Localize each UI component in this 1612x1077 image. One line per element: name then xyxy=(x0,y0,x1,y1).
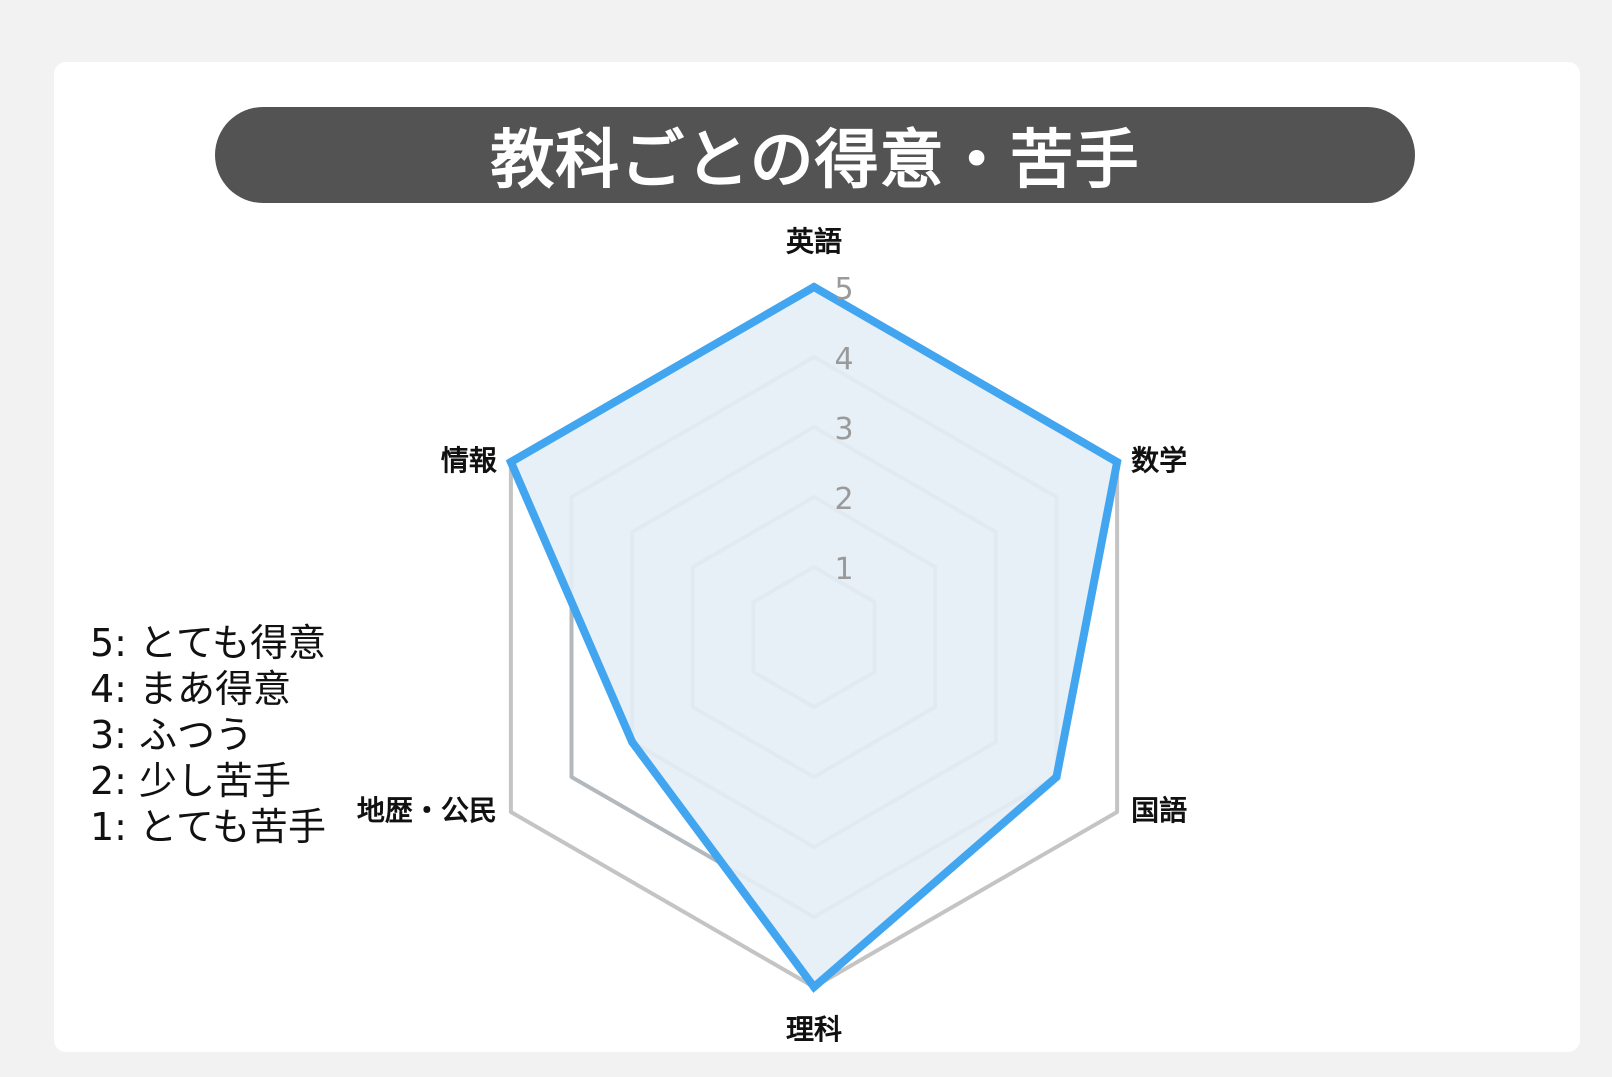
series-point-2 xyxy=(1052,773,1061,781)
legend-item-3: 3: ふつう xyxy=(90,713,254,757)
legend: 5: とても得意 4: まあ得意 3: ふつう 2: 少し苦手 1: とても苦手 xyxy=(90,620,326,850)
series-point-1 xyxy=(1113,458,1122,466)
axis-label-4: 地歴・公民 xyxy=(357,794,497,827)
tick-label-4: 4 xyxy=(834,342,853,377)
series-point-3 xyxy=(810,983,818,991)
axis-label-3: 理科 xyxy=(786,1013,842,1046)
series-layer xyxy=(505,282,1122,993)
series-point-0 xyxy=(810,283,818,291)
title-bar: 教科ごとの得意・苦手 xyxy=(215,107,1415,203)
tick-label-5: 5 xyxy=(834,272,853,307)
axis-label-1: 数学 xyxy=(1131,444,1187,477)
axis-label-0: 英語 xyxy=(786,225,842,258)
tick-label-layer: 1 2 3 4 5 xyxy=(834,272,853,587)
legend-item-1: 1: とても苦手 xyxy=(90,805,327,849)
legend-item-4: 4: まあ得意 xyxy=(90,667,292,711)
tick-label-1: 1 xyxy=(834,552,853,587)
axis-label-2: 国語 xyxy=(1131,794,1187,827)
series-point-5 xyxy=(506,458,515,466)
legend-item-5: 5: とても得意 xyxy=(90,621,327,665)
series-point-4 xyxy=(628,738,637,746)
legend-item-2: 2: 少し苦手 xyxy=(90,759,292,803)
tick-label-2: 2 xyxy=(834,482,853,517)
tick-label-3: 3 xyxy=(834,412,853,447)
series-area xyxy=(510,287,1118,987)
chart-title: 教科ごとの得意・苦手 xyxy=(490,124,1140,198)
axis-label-5: 情報 xyxy=(441,444,498,477)
